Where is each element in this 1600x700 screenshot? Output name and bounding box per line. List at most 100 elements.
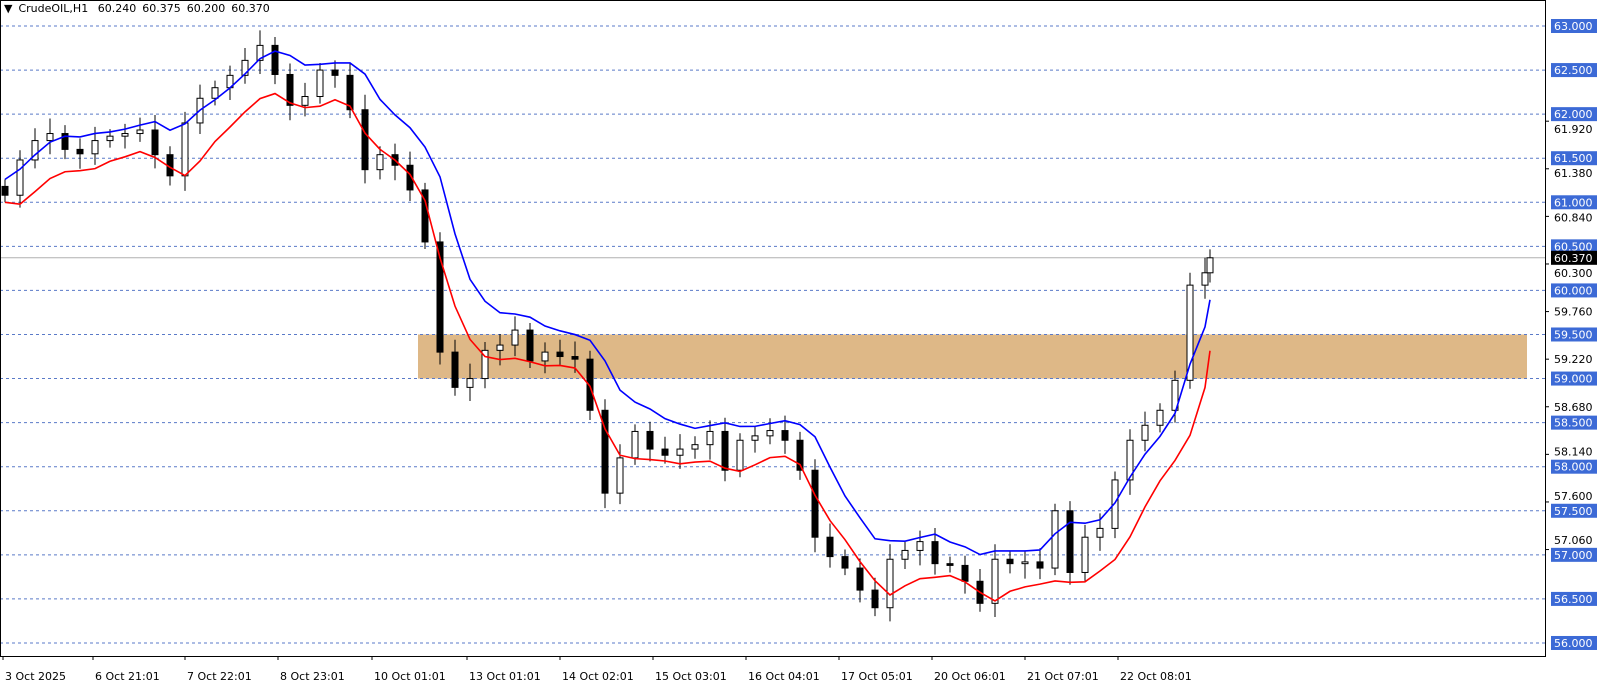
candle-body bbox=[751, 435, 759, 441]
candle-body bbox=[466, 378, 474, 388]
candle-body bbox=[706, 430, 714, 446]
candle-body bbox=[871, 589, 879, 609]
x-tick-label: 14 Oct 02:01 bbox=[562, 670, 634, 683]
candle-body bbox=[1, 185, 9, 196]
x-tick-label: 3 Oct 2025 bbox=[5, 670, 66, 683]
x-tick-label: 15 Oct 03:01 bbox=[655, 670, 727, 683]
axis-tick-label: 58.680 bbox=[1554, 401, 1593, 414]
candle-body bbox=[376, 154, 384, 171]
chart-header: ▼ CrudeOIL,H1 60.240 60.375 60.200 60.370 bbox=[4, 2, 276, 15]
candle-body bbox=[76, 148, 84, 155]
candle-body bbox=[346, 74, 354, 111]
candle-body bbox=[781, 430, 789, 441]
candle-body bbox=[286, 73, 294, 106]
candle-body bbox=[151, 129, 159, 156]
candle-body bbox=[61, 133, 69, 150]
candle-body bbox=[496, 344, 504, 351]
candle-body bbox=[106, 135, 114, 142]
candle-body bbox=[1096, 527, 1104, 538]
candle-body bbox=[1006, 558, 1014, 565]
level-label-bg bbox=[1551, 283, 1597, 298]
level-label-bg bbox=[1551, 107, 1597, 122]
candle-body bbox=[1186, 284, 1194, 381]
axis-tick-label: 61.920 bbox=[1554, 123, 1593, 136]
candle-body bbox=[766, 430, 774, 437]
candle-body bbox=[556, 351, 564, 358]
high-value: 60.375 bbox=[142, 2, 181, 15]
x-tick-label: 6 Oct 21:01 bbox=[95, 670, 160, 683]
candle-body bbox=[721, 430, 729, 471]
candle-body bbox=[406, 164, 414, 191]
candle-body bbox=[1171, 379, 1179, 411]
candle-body bbox=[1156, 409, 1164, 426]
level-label: 57.000 bbox=[1554, 549, 1593, 562]
level-label-bg bbox=[1551, 195, 1597, 210]
candle-body bbox=[1111, 479, 1119, 529]
candle-body bbox=[736, 439, 744, 471]
candle-body bbox=[301, 96, 309, 106]
moving-average-red bbox=[4, 92, 1211, 602]
candle-body bbox=[46, 133, 54, 142]
candle-body bbox=[961, 564, 969, 582]
level-label: 60.500 bbox=[1554, 240, 1593, 253]
support-resistance-zone bbox=[418, 334, 1527, 379]
x-tick-label: 22 Oct 08:01 bbox=[1120, 670, 1192, 683]
candle-body bbox=[1036, 561, 1044, 569]
axis-tick-label: 59.220 bbox=[1554, 353, 1593, 366]
axis-tick-label: 60.300 bbox=[1554, 267, 1593, 280]
level-label-bg bbox=[1551, 371, 1597, 386]
candle-body bbox=[856, 567, 864, 591]
level-label: 63.000 bbox=[1554, 20, 1593, 33]
candle-body bbox=[526, 329, 534, 362]
current-price-label: 60.370 bbox=[1554, 252, 1593, 265]
candle-body bbox=[811, 469, 819, 538]
x-tick-label: 10 Oct 01:01 bbox=[374, 670, 446, 683]
candle-body bbox=[841, 556, 849, 569]
level-label-bg bbox=[1551, 19, 1597, 33]
level-label: 56.500 bbox=[1554, 593, 1593, 606]
candle-body bbox=[646, 430, 654, 450]
axis-tick-label: 58.140 bbox=[1554, 446, 1593, 459]
candle-body bbox=[181, 122, 189, 177]
axis-tick-label: 61.380 bbox=[1554, 167, 1593, 180]
candle-body bbox=[886, 558, 894, 609]
axis-tick-label: 57.060 bbox=[1554, 534, 1593, 547]
x-tick-label: 21 Oct 07:01 bbox=[1027, 670, 1099, 683]
x-tick-label: 8 Oct 23:01 bbox=[280, 670, 345, 683]
candle-body bbox=[31, 140, 39, 161]
level-label-bg bbox=[1551, 547, 1597, 562]
moving-average-blue bbox=[4, 50, 1211, 556]
level-label: 59.000 bbox=[1554, 373, 1593, 386]
x-tick-label: 20 Oct 06:01 bbox=[934, 670, 1006, 683]
candle-body bbox=[436, 241, 444, 353]
level-label: 61.000 bbox=[1554, 196, 1593, 209]
candle-body bbox=[931, 541, 939, 565]
candle-body bbox=[136, 129, 144, 135]
candle-body bbox=[571, 356, 579, 360]
candle-body bbox=[451, 351, 459, 388]
candle-body bbox=[331, 69, 339, 76]
candle-body bbox=[601, 409, 609, 494]
candle-body bbox=[91, 140, 99, 155]
candle-body bbox=[691, 444, 699, 450]
candle-body bbox=[421, 189, 429, 243]
level-label: 56.000 bbox=[1554, 637, 1593, 650]
low-value: 60.200 bbox=[186, 2, 226, 15]
axis-tick-label: 57.600 bbox=[1554, 490, 1593, 503]
level-label: 60.000 bbox=[1554, 284, 1593, 297]
candle-body bbox=[511, 329, 519, 346]
candle-body bbox=[1066, 510, 1074, 573]
candle-body bbox=[1126, 439, 1134, 481]
x-tick-label: 17 Oct 05:01 bbox=[841, 670, 913, 683]
x-tick-label: 13 Oct 01:01 bbox=[469, 670, 541, 683]
level-label-bg bbox=[1551, 591, 1597, 606]
candle-body bbox=[631, 430, 639, 459]
level-label: 62.000 bbox=[1554, 108, 1593, 121]
x-tick-label: 7 Oct 22:01 bbox=[187, 670, 252, 683]
candle-body bbox=[316, 69, 324, 98]
candle-body bbox=[241, 59, 249, 76]
candle-body bbox=[1051, 510, 1059, 569]
dropdown-triangle-icon[interactable]: ▼ bbox=[4, 2, 13, 15]
candle-body bbox=[826, 536, 834, 558]
